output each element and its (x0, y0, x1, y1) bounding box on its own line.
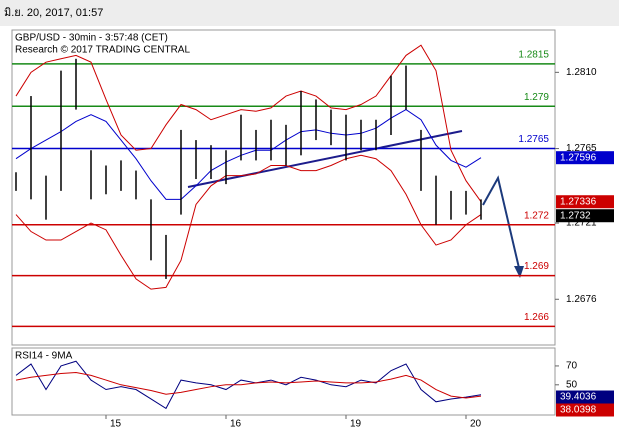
level-label: 1.2815 (518, 50, 549, 61)
forecast-arrowhead (514, 266, 524, 278)
y-tick-label: 1.2676 (566, 294, 597, 305)
y-tick-label: 70 (566, 361, 578, 372)
last-value-box (556, 151, 614, 165)
last-value-label: 1.27336 (560, 196, 597, 207)
last-value-box (556, 209, 614, 223)
x-tick-label: 19 (350, 419, 362, 430)
y-tick-label: 1.2765 (566, 143, 597, 154)
x-tick-label: 15 (110, 419, 122, 430)
forecast-arrow (482, 175, 520, 269)
header-bar (0, 0, 619, 26)
x-tick-label: 20 (470, 419, 482, 430)
band-lower (15, 154, 482, 290)
band-upper (15, 44, 482, 203)
header-date: มิ.ย. 20, 2017, 01:57 (4, 7, 103, 19)
rsi-line (15, 372, 482, 399)
level-label: 1.272 (524, 210, 549, 221)
y-tick-label: 1.2721 (566, 218, 597, 229)
last-value-box (556, 195, 614, 209)
rsi-panel (11, 347, 556, 416)
rsi-line (15, 360, 482, 410)
last-value-label: 38.0398 (560, 405, 597, 416)
level-label: 1.2765 (518, 134, 549, 145)
level-label: 1.266 (524, 312, 549, 323)
chart-subtitle: Research © 2017 TRADING CENTRAL (15, 45, 190, 56)
y-tick-label: 1.2810 (566, 67, 597, 78)
last-value-label: 1.2732 (560, 210, 591, 221)
last-value-box (556, 390, 614, 404)
last-value-box (556, 403, 614, 417)
y-tick-label: 50 (566, 379, 578, 390)
last-value-label: 39.4036 (560, 392, 597, 403)
level-label: 1.269 (524, 261, 549, 272)
x-tick-label: 16 (230, 419, 242, 430)
price-panel (11, 29, 556, 346)
band-middle (15, 109, 482, 200)
trend-line (187, 130, 463, 188)
last-value-label: 1.27596 (560, 152, 597, 163)
chart-title: GBP/USD - 30min - 3:57:48 (CET) (15, 33, 168, 44)
level-label: 1.279 (524, 92, 549, 103)
rsi-title: RSI14 - 9MA (15, 351, 73, 362)
